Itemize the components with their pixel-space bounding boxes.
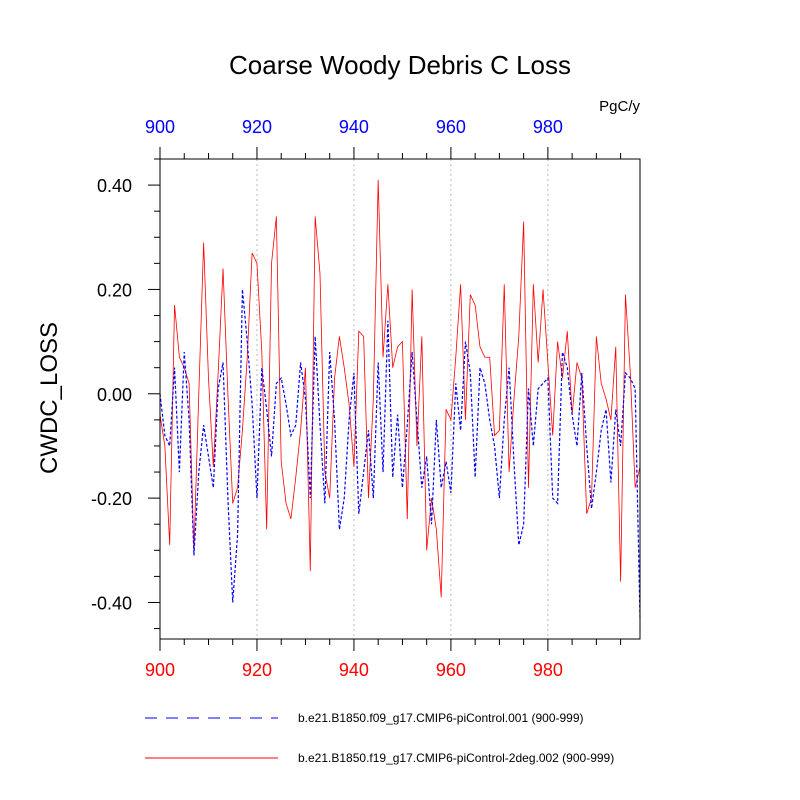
x-tick-label-top: 960	[436, 117, 466, 137]
y-axis-label: CWDC_LOSS	[36, 322, 63, 474]
legend: b.e21.B1850.f09_g17.CMIP6-piControl.001 …	[145, 711, 614, 765]
plot-frame	[159, 158, 641, 640]
x-tick-label-bottom: 900	[145, 660, 175, 680]
y-tick-label: -0.40	[91, 593, 132, 613]
x-tick-label-top: 920	[242, 117, 272, 137]
x-tick-label-bottom: 920	[242, 660, 272, 680]
tick-labels: 900 900 920 920 940 940 960 960 980 980 0.40 0.20 0.…	[91, 117, 563, 680]
legend-label-series-2: b.e21.B1850.f19_g17.CMIP6-piControl-2deg…	[298, 751, 614, 765]
series-line-1	[159, 289, 641, 619]
x-tick-label-bottom: 940	[339, 660, 369, 680]
x-tick-label-top: 940	[339, 117, 369, 137]
axis-ticks	[148, 147, 622, 651]
chart-title: Coarse Woody Debris C Loss	[229, 50, 571, 80]
gridlines	[256, 159, 549, 639]
y-tick-label: 0.40	[97, 176, 132, 196]
series-line-2	[159, 179, 641, 598]
x-tick-label-top: 980	[533, 117, 563, 137]
x-tick-label-bottom: 980	[533, 660, 563, 680]
x-tick-label-top: 900	[145, 117, 175, 137]
y-tick-label: -0.20	[91, 489, 132, 509]
y-tick-label: 0.00	[97, 385, 132, 405]
legend-label-series-1: b.e21.B1850.f09_g17.CMIP6-piControl.001 …	[298, 711, 584, 725]
units-label: PgC/y	[599, 98, 640, 115]
series-layer	[159, 179, 641, 619]
x-tick-label-bottom: 960	[436, 660, 466, 680]
y-tick-label: 0.20	[97, 280, 132, 300]
